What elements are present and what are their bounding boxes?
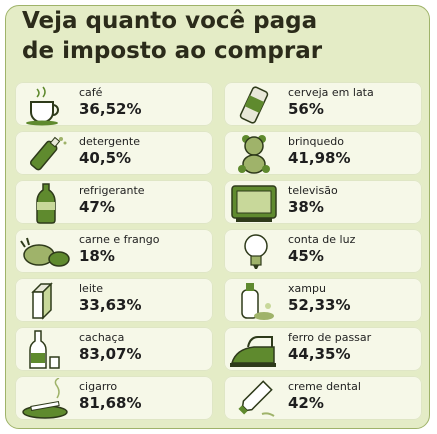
item-tax-value: 47% bbox=[79, 198, 115, 216]
page-title: Veja quanto você paga de imposto ao comp… bbox=[22, 6, 422, 66]
item-detergente: detergente 40,5% bbox=[15, 131, 213, 175]
item-name: televisão bbox=[288, 184, 338, 197]
item-name: detergente bbox=[79, 135, 140, 148]
item-tax-value: 56% bbox=[288, 100, 324, 118]
item-name: cigarro bbox=[79, 380, 118, 393]
item-xampu: xampu 52,33% bbox=[224, 278, 422, 322]
item-tax-value: 36,52% bbox=[79, 100, 142, 118]
item-name: carne e frango bbox=[79, 233, 160, 246]
cigarette-ashtray-icon bbox=[17, 378, 73, 420]
item-cerveja-em-lata: cerveja em lata 56% bbox=[224, 82, 422, 126]
item-televisao: televisão 38% bbox=[224, 180, 422, 224]
item-name: conta de luz bbox=[288, 233, 356, 246]
meat-chicken-icon bbox=[17, 231, 73, 273]
item-tax-value: 44,35% bbox=[288, 345, 351, 363]
item-ferro-de-passar: ferro de passar 44,35% bbox=[224, 327, 422, 371]
title-line-2: de imposto ao comprar bbox=[22, 38, 323, 64]
item-name: cerveja em lata bbox=[288, 86, 374, 99]
item-name: café bbox=[79, 86, 103, 99]
item-name: brinquedo bbox=[288, 135, 344, 148]
item-tax-value: 45% bbox=[288, 247, 324, 265]
item-tax-value: 52,33% bbox=[288, 296, 351, 314]
clothes-iron-icon bbox=[226, 329, 282, 371]
television-icon bbox=[226, 182, 282, 224]
item-name: refrigerante bbox=[79, 184, 145, 197]
toothpaste-icon bbox=[226, 378, 282, 420]
item-tax-value: 40,5% bbox=[79, 149, 132, 167]
item-tax-value: 38% bbox=[288, 198, 324, 216]
item-cachaca: cachaça 83,07% bbox=[15, 327, 213, 371]
soda-bottle-icon bbox=[17, 182, 73, 224]
item-tax-value: 41,98% bbox=[288, 149, 351, 167]
detergent-bottle-icon bbox=[17, 133, 73, 175]
teddy-bear-icon bbox=[226, 133, 282, 175]
light-bulb-icon bbox=[226, 231, 282, 273]
item-tax-value: 18% bbox=[79, 247, 115, 265]
item-name: creme dental bbox=[288, 380, 361, 393]
title-line-1: Veja quanto você paga bbox=[22, 8, 318, 34]
coffee-cup-icon bbox=[17, 84, 73, 126]
item-tax-value: 83,07% bbox=[79, 345, 142, 363]
milk-carton-icon bbox=[17, 280, 73, 322]
item-name: cachaça bbox=[79, 331, 125, 344]
item-cigarro: cigarro 81,68% bbox=[15, 376, 213, 420]
item-conta-de-luz: conta de luz 45% bbox=[224, 229, 422, 273]
item-tax-value: 81,68% bbox=[79, 394, 142, 412]
beer-can-icon bbox=[226, 84, 282, 126]
item-tax-value: 33,63% bbox=[79, 296, 142, 314]
item-name: ferro de passar bbox=[288, 331, 372, 344]
cachaca-bottle-icon bbox=[17, 329, 73, 371]
item-refrigerante: refrigerante 47% bbox=[15, 180, 213, 224]
item-name: xampu bbox=[288, 282, 326, 295]
item-tax-value: 42% bbox=[288, 394, 324, 412]
item-leite: leite 33,63% bbox=[15, 278, 213, 322]
item-carne-frango: carne e frango 18% bbox=[15, 229, 213, 273]
shampoo-bottle-icon bbox=[226, 280, 282, 322]
item-creme-dental: creme dental 42% bbox=[224, 376, 422, 420]
item-name: leite bbox=[79, 282, 103, 295]
item-brinquedo: brinquedo 41,98% bbox=[224, 131, 422, 175]
item-cafe: café 36,52% bbox=[15, 82, 213, 126]
